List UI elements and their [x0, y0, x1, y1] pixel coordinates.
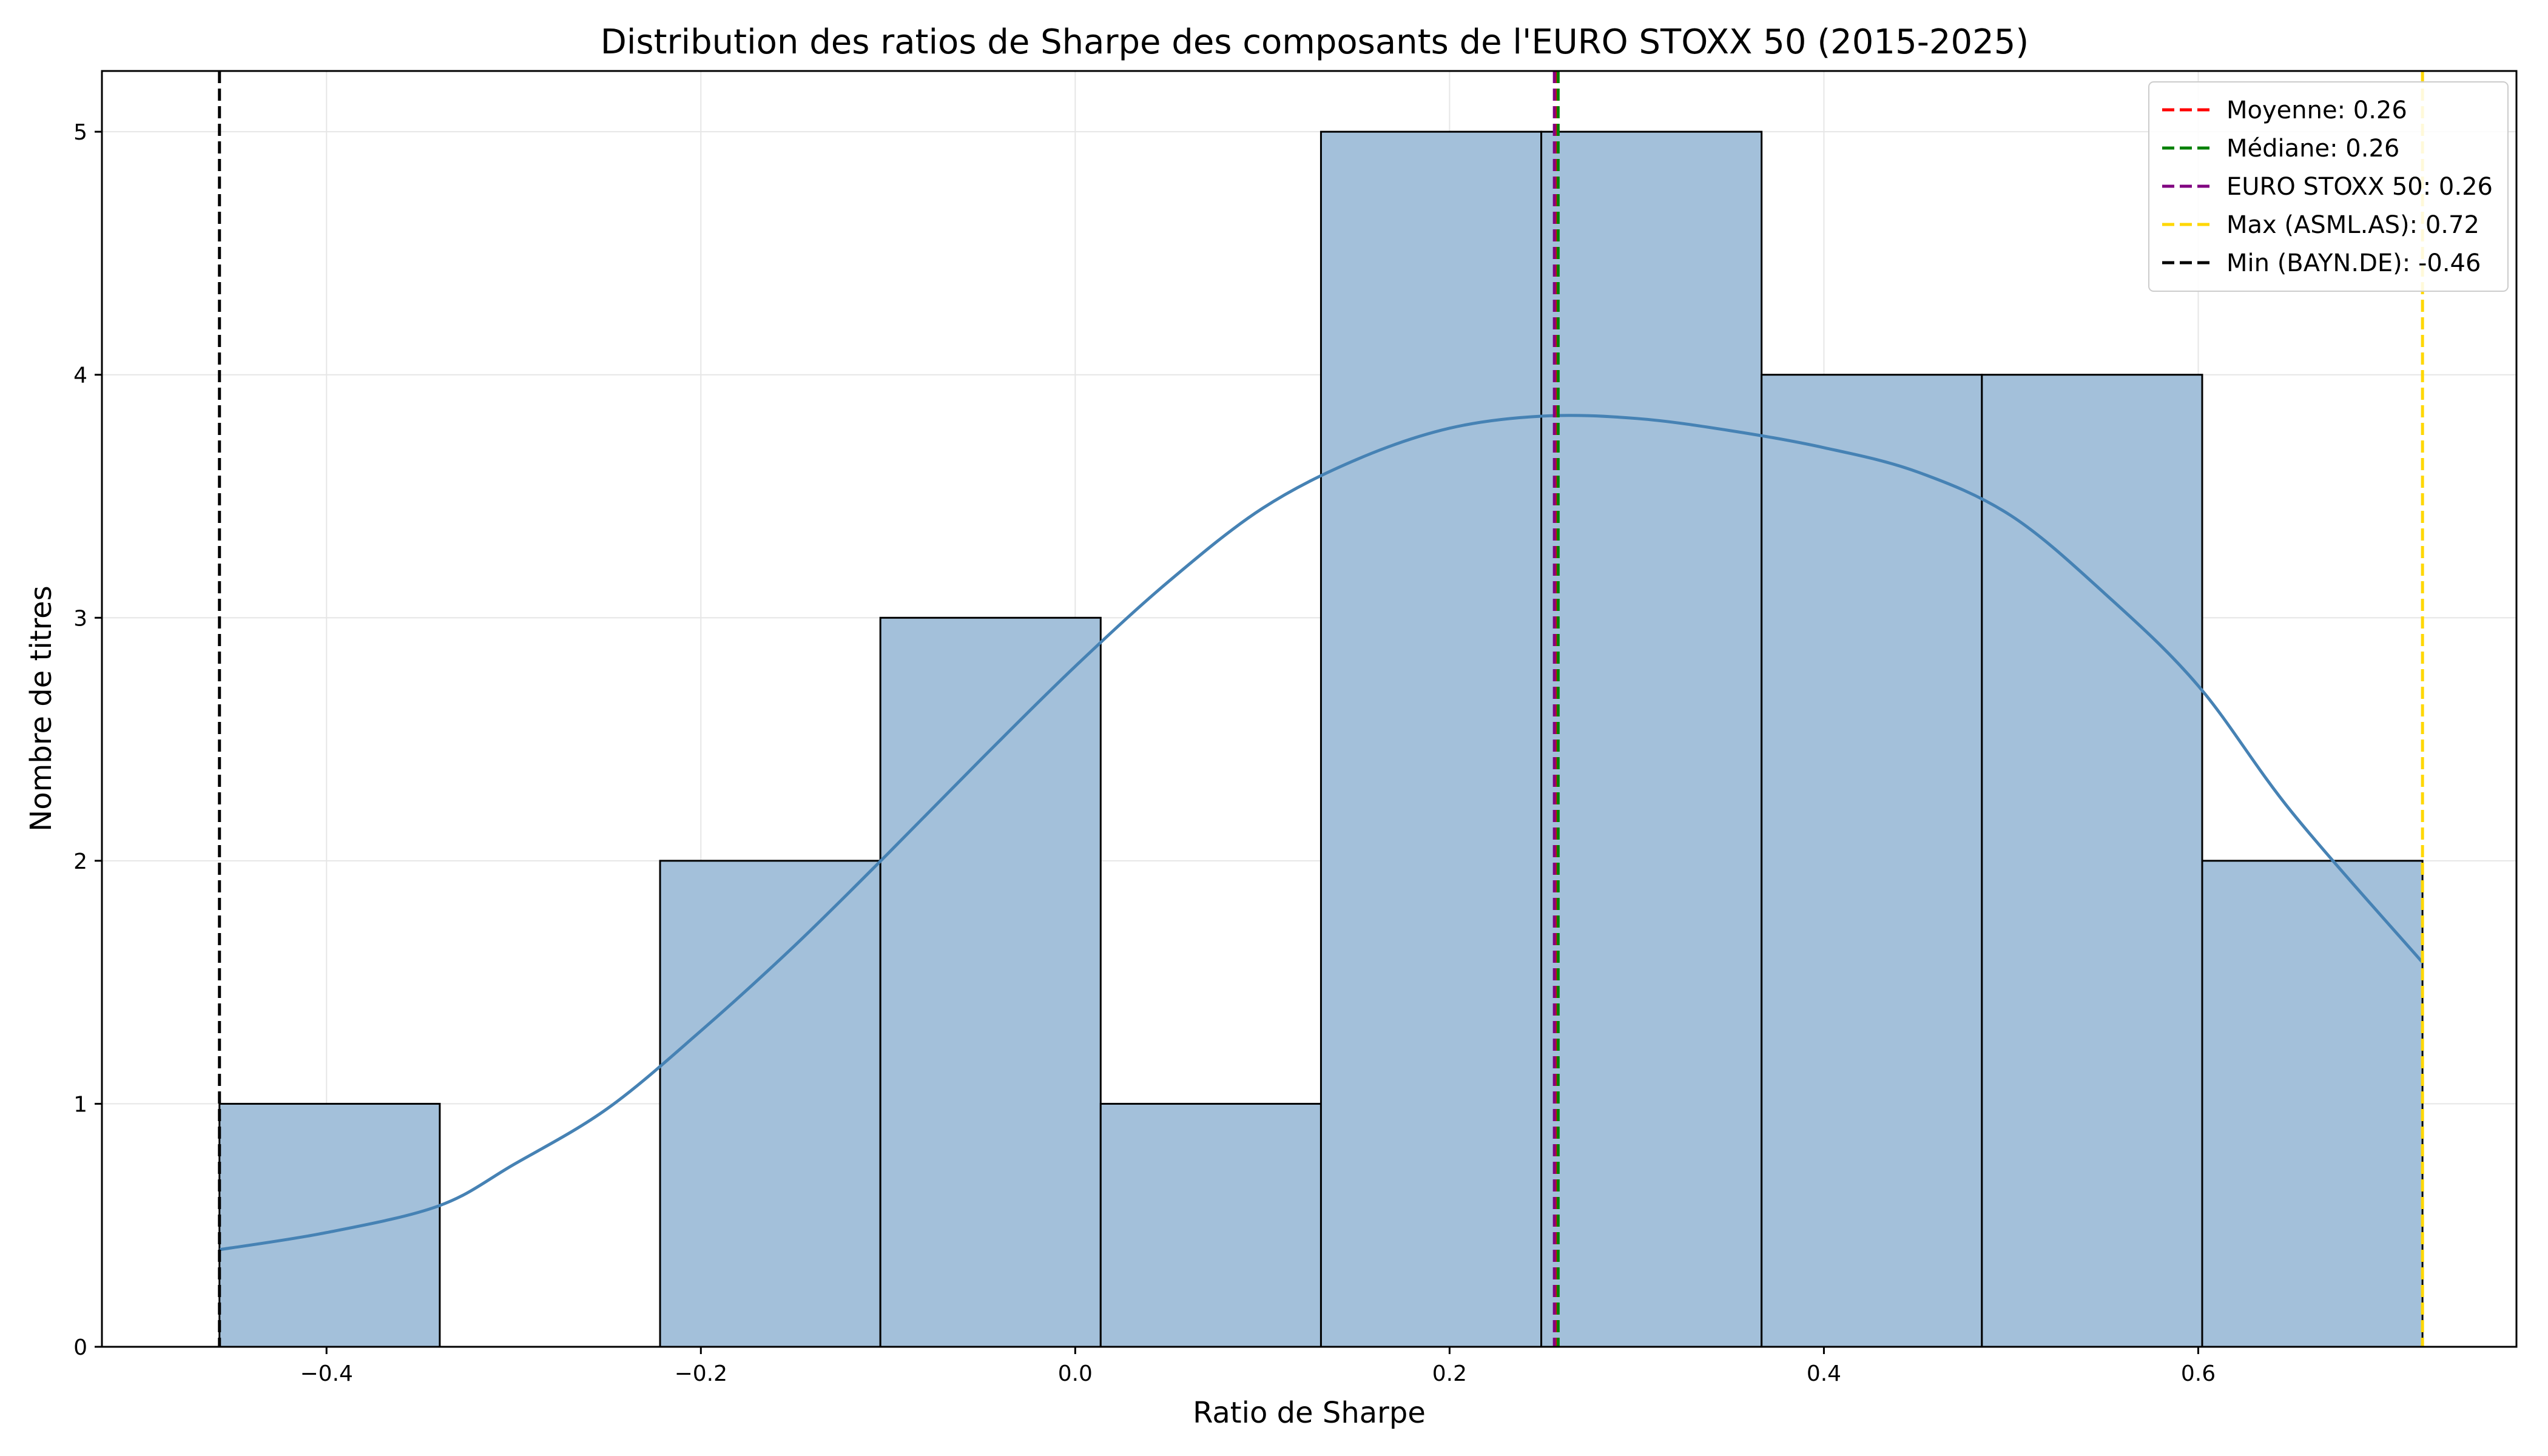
legend-label: Max (ASML.AS): 0.72: [2226, 211, 2479, 239]
legend: Moyenne: 0.26 Médiane: 0.26 EURO STOXX 50:…: [2148, 81, 2509, 292]
y-tick-label: 5: [73, 120, 87, 145]
y-axis-ticks: 0 1 2 3 4 5: [73, 120, 102, 1360]
y-axis-label: Nombre de titres: [24, 585, 58, 831]
histogram-bar: [1981, 374, 2203, 1348]
x-tick-label: 0.6: [2181, 1361, 2216, 1386]
x-axis-ticks: −0.4 −0.2 0.0 0.2 0.4 0.6: [300, 1347, 2216, 1386]
x-tick-label: 0.2: [1432, 1361, 1467, 1386]
histogram-bar: [1540, 130, 1763, 1348]
histogram-bar: [879, 616, 1102, 1348]
histogram-bar: [218, 1102, 441, 1348]
y-tick-label: 2: [73, 849, 87, 874]
histogram-bar: [1099, 1102, 1322, 1348]
histogram-bar: [1761, 374, 1983, 1348]
y-tick-label: 4: [73, 363, 87, 388]
x-axis-label: Ratio de Sharpe: [1193, 1396, 1426, 1430]
plot-frame: [101, 70, 2518, 1348]
x-tick-label: −0.2: [675, 1361, 727, 1386]
y-tick-label: 1: [73, 1092, 87, 1117]
legend-label: EURO STOXX 50: 0.26: [2226, 173, 2493, 201]
legend-box: [2148, 81, 2509, 292]
y-tick-label: 0: [73, 1335, 87, 1360]
x-tick-label: −0.4: [300, 1361, 353, 1386]
legend-label: Moyenne: 0.26: [2226, 96, 2407, 124]
legend-label: Médiane: 0.26: [2226, 135, 2399, 163]
legend-label: Min (BAYN.DE): -0.46: [2226, 249, 2481, 277]
histogram-bar: [659, 860, 881, 1348]
x-tick-label: 0.4: [1807, 1361, 1841, 1386]
histogram-bar: [1320, 130, 1543, 1348]
chart-title: Distribution des ratios de Sharpe des co…: [601, 22, 2029, 62]
histogram-bar: [2201, 860, 2424, 1348]
y-tick-label: 3: [73, 606, 87, 631]
histogram-bars: [218, 130, 2424, 1348]
kde-curve: [219, 414, 2424, 1252]
kde-curve-group: [219, 414, 2424, 1252]
x-tick-label: 0.0: [1058, 1361, 1093, 1386]
